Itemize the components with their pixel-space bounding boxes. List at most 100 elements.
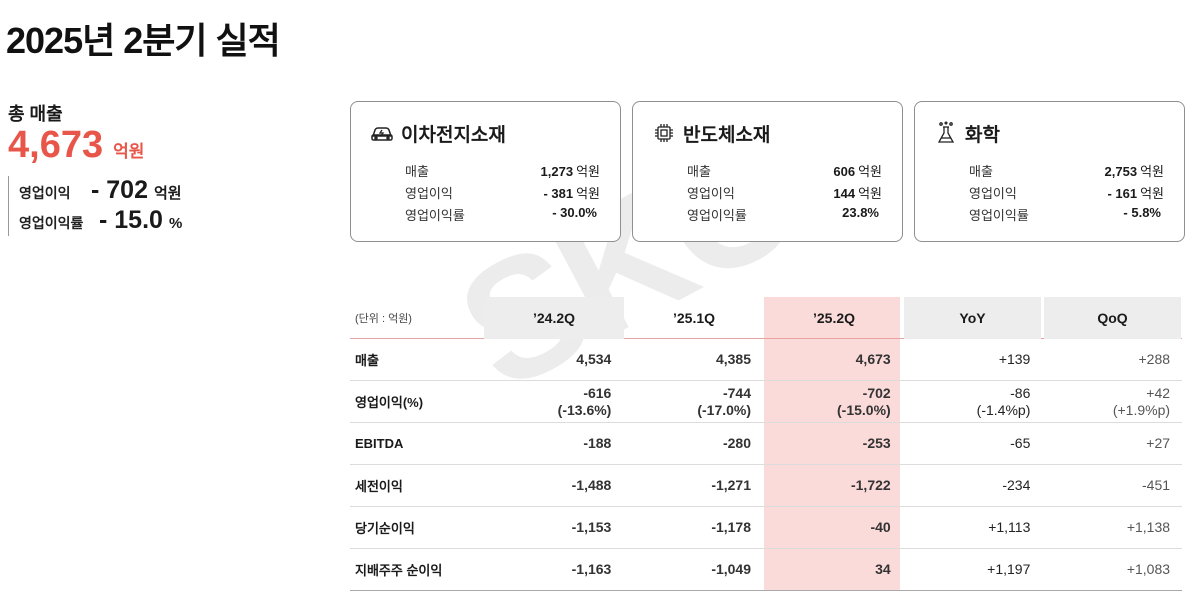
row-label: 당기순이익 (355, 521, 415, 536)
row-label: EBITDA (355, 436, 404, 451)
card-row-revenue: 매출 1,273 억원 (405, 161, 600, 183)
table-cell: -1,722 (850, 477, 891, 493)
row-value: - 5.8% (1123, 205, 1161, 220)
table-cell: -616 (-13.6%) (557, 384, 612, 418)
card-row-op-margin: 영업이익률 23.8% (687, 205, 882, 227)
op-margin-unit: % (168, 215, 183, 232)
table-cell: +1,197 (987, 561, 1031, 577)
table-row: 세전이익 -1,488 -1,271 -1,722 -234 -451 (350, 465, 1182, 507)
table-cell: -280 (722, 435, 752, 451)
table-cell: -86 (-1.4%p) (976, 384, 1031, 418)
row-label: 지배주주 순이익 (355, 563, 443, 578)
table-row: EBITDA -188 -280 -253 -65 +27 (350, 423, 1182, 465)
table-cell: -451 (1142, 477, 1171, 493)
row-value: - 381 억원 (543, 186, 600, 201)
col-header: QoQ (1044, 296, 1181, 339)
row-label: 영업이익률 (969, 208, 1029, 223)
chip-icon (651, 120, 677, 146)
unit-note: (단위 : 억원) (355, 312, 412, 325)
col-header: YoY (904, 296, 1041, 339)
table-row: 지배주주 순이익 -1,163 -1,049 34 +1,197 +1,083 (350, 549, 1182, 591)
row-value: 606 억원 (833, 164, 882, 179)
summary-box: 영업이익 - 702 억원 영업이익률 - 15.0 % (8, 176, 182, 236)
total-revenue-label: 총 매출 (8, 104, 63, 124)
row-value: 144 억원 (833, 186, 882, 201)
table-row: 당기순이익 -1,153 -1,178 -40 +1,113 +1,138 (350, 507, 1182, 549)
table-cell: -65 (1010, 435, 1031, 451)
card-row-op-margin: 영업이익률 - 5.8% (969, 205, 1164, 227)
row-value: - 30.0% (552, 205, 597, 220)
op-income-label: 영업이익 (19, 185, 71, 201)
row-label: 영업이익(%) (355, 395, 424, 410)
col-header: ’25.1Q (672, 309, 716, 326)
table-cell: -1,163 (571, 561, 612, 577)
table-row: 매출 4,534 4,385 4,673 +139 +288 (350, 339, 1182, 381)
table-cell: -234 (1002, 477, 1031, 493)
table-cell: +288 (1138, 351, 1171, 367)
card-row-revenue: 매출 606 억원 (687, 161, 882, 183)
table-cell: -1,178 (711, 519, 752, 535)
row-label: 매출 (355, 353, 379, 368)
table-header: (단위 : 억원) ’24.2Q ’25.1Q ’25.2Q YoY QoQ (350, 296, 1182, 339)
flask-icon (933, 120, 959, 146)
battery-car-icon (369, 120, 395, 146)
row-value: - 161 억원 (1107, 186, 1164, 201)
row-label: 영업이익 (969, 186, 1017, 201)
card-title: 화학 (965, 124, 1000, 146)
op-margin-label: 영업이익률 (19, 215, 84, 231)
table-cell: +139 (998, 351, 1031, 367)
row-label: 영업이익률 (405, 208, 465, 223)
row-label: 매출 (405, 164, 429, 179)
table-cell: -1,271 (711, 477, 752, 493)
card-row-op-income: 영업이익 144 억원 (687, 183, 882, 205)
op-income-row: 영업이익 - 702 억원 (19, 176, 182, 206)
table-cell: +42 (+1.9%p) (1112, 384, 1171, 418)
table-cell: -744 (-17.0%) (697, 384, 752, 418)
card-row-op-income: 영업이익 - 381 억원 (405, 183, 600, 205)
op-income-value: - 702 (91, 176, 148, 204)
col-header: ’25.2Q (812, 309, 856, 326)
card-row-op-margin: 영업이익률 - 30.0% (405, 205, 600, 227)
card-row-op-income: 영업이익 - 161 억원 (969, 183, 1164, 205)
table-cell: +27 (1146, 435, 1171, 451)
row-value: 2,753 억원 (1104, 164, 1164, 179)
table-cell: +1,083 (1126, 561, 1171, 577)
total-revenue-value: 4,673 억원 (8, 124, 144, 167)
card-title: 이차전지소재 (401, 124, 506, 146)
table-cell: 4,385 (715, 351, 752, 367)
table-cell: 34 (875, 561, 891, 577)
row-label: 매출 (969, 164, 993, 179)
card-row-revenue: 매출 2,753 억원 (969, 161, 1164, 183)
financial-table: (단위 : 억원) ’24.2Q ’25.1Q ’25.2Q YoY QoQ 매… (350, 296, 1182, 591)
table-row: 영업이익(%) -616 (-13.6%) -744 (-17.0%) -702 (-15.… (350, 381, 1182, 423)
table-cell: -253 (862, 435, 891, 451)
op-income-unit: 억원 (153, 185, 182, 202)
row-label: 영업이익 (405, 186, 453, 201)
table-cell: -1,049 (711, 561, 752, 577)
col-header: ’24.2Q (484, 296, 624, 339)
table-cell: +1,138 (1126, 519, 1171, 535)
card-title: 반도체소재 (683, 124, 771, 146)
op-margin-value: - 15.0 (99, 206, 163, 234)
table-cell: 4,534 (576, 351, 612, 367)
row-value: 23.8% (842, 205, 879, 220)
row-label: 매출 (687, 164, 711, 179)
op-margin-row: 영업이익률 - 15.0 % (19, 206, 182, 236)
segment-card-chemical: 화학 매출 2,753 억원 영업이익 - 161 억원 영업이익률 - 5.8% (914, 101, 1185, 242)
row-label: 영업이익률 (687, 208, 747, 223)
table-cell: +1,113 (988, 519, 1031, 535)
table-cell: -40 (870, 519, 891, 535)
segment-card-battery: 이차전지소재 매출 1,273 억원 영업이익 - 381 억원 영업이익률 - 30.0… (350, 101, 621, 242)
table-cell: -188 (583, 435, 612, 451)
segment-card-semiconductor: 반도체소재 매출 606 억원 영업이익 144 억원 영업이익률 23.8% (632, 101, 903, 242)
table-cell: -1,153 (571, 519, 612, 535)
page-title: 2025년 2분기 실적 (6, 20, 281, 61)
row-value: 1,273 억원 (540, 164, 600, 179)
table-cell: 4,673 (855, 351, 891, 367)
total-revenue-unit: 억원 (113, 142, 145, 161)
row-label: 영업이익 (687, 186, 735, 201)
highlight-column (764, 297, 900, 590)
table-cell: -1,488 (571, 477, 612, 493)
table-cell: -702 (-15.0%) (837, 384, 891, 418)
row-label: 세전이익 (355, 479, 403, 494)
